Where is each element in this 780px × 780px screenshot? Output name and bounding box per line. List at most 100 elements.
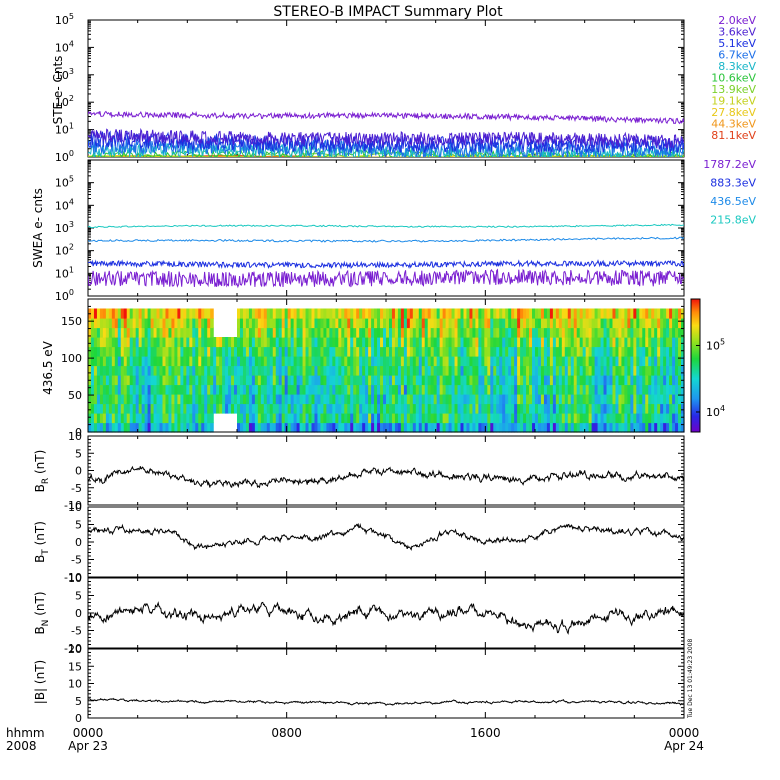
heatmap-cell <box>377 384 381 395</box>
heatmap-cell <box>472 394 476 405</box>
heatmap-cell <box>260 384 265 395</box>
heatmap-cell <box>192 413 196 424</box>
heatmap-cell <box>380 308 384 319</box>
heatmap-cell <box>111 394 116 405</box>
heatmap-cell <box>359 394 363 405</box>
swea-series-layer <box>88 223 684 289</box>
heatmap-cell <box>111 384 116 395</box>
heatmap-cell <box>412 394 417 405</box>
heatmap-cell <box>162 375 167 386</box>
heatmap-cell <box>505 394 509 405</box>
heatmap-cell <box>171 346 176 357</box>
heatmap-cell <box>558 422 563 433</box>
heatmap-cell <box>493 327 497 338</box>
heatmap-cell <box>248 403 253 414</box>
heatmap-cell <box>430 413 435 424</box>
heatmap-cell <box>111 327 116 338</box>
heatmap-cell <box>335 384 339 395</box>
heatmap-cell <box>263 327 268 338</box>
heatmap-cell <box>198 346 202 357</box>
heatmap-cell <box>90 308 95 319</box>
heatmap-cell <box>546 375 551 386</box>
ste-ytick-exp: 1 <box>69 122 74 131</box>
heatmap-cell <box>651 337 655 348</box>
heatmap-cell <box>356 346 360 357</box>
heatmap-cell <box>386 337 390 348</box>
heatmap-cell <box>248 337 253 348</box>
heatmap-cell <box>254 346 259 357</box>
heatmap-cell <box>245 356 250 367</box>
heatmap-cell <box>490 365 494 376</box>
heatmap-cell <box>245 403 250 414</box>
heatmap-cell <box>475 308 479 319</box>
heatmap-cell <box>576 413 581 424</box>
heatmap-cell <box>278 337 283 348</box>
heatmap-cell <box>269 384 274 395</box>
heatmap-cell <box>365 308 369 319</box>
heatmap-cell <box>242 308 247 319</box>
heatmap-cell <box>192 356 196 367</box>
heatmap-cell <box>549 318 554 329</box>
heatmap-cell <box>403 403 408 414</box>
heatmap-cell <box>168 327 173 338</box>
heatmap-cell <box>409 375 414 386</box>
heatmap-cell <box>266 356 271 367</box>
heatmap-cell <box>654 327 658 338</box>
heatmap-cell <box>394 375 399 386</box>
heatmap-cell <box>228 346 232 357</box>
heatmap-cell <box>186 308 190 319</box>
heatmap-cell <box>469 337 474 348</box>
x-tick-date-label: Apr 23 <box>68 739 108 753</box>
heatmap-cell <box>639 403 643 414</box>
heatmap-cell <box>600 375 605 386</box>
heatmap-cell <box>147 365 152 376</box>
heatmap-cell <box>514 308 518 319</box>
heatmap-cell <box>371 346 375 357</box>
heatmap-cell <box>144 327 149 338</box>
heatmap-cell <box>606 365 611 376</box>
heatmap-cell <box>609 365 614 376</box>
heatmap-cell <box>391 394 396 405</box>
heatmap-cell <box>96 413 101 424</box>
heatmap-cell <box>600 413 605 424</box>
heatmap-cell <box>260 422 265 433</box>
heatmap-cell <box>374 308 378 319</box>
heatmap-cell <box>251 327 256 338</box>
heatmap-cell <box>90 422 95 433</box>
heatmap-cell <box>228 384 232 395</box>
heatmap-cell <box>329 356 333 367</box>
heatmap-cell <box>93 346 98 357</box>
heatmap-cell <box>633 375 637 386</box>
heatmap-cell <box>198 384 202 395</box>
heatmap-cell <box>391 375 396 386</box>
heatmap-cell <box>526 365 530 376</box>
heatmap-cell <box>615 403 620 414</box>
heatmap-cell <box>263 356 268 367</box>
heatmap-cell <box>201 403 205 414</box>
heatmap-cell <box>415 394 420 405</box>
heatmap-cell <box>323 422 327 433</box>
heatmap-cell <box>612 413 617 424</box>
heatmap-cell <box>439 375 444 386</box>
heatmap-cell <box>242 318 247 329</box>
heatmap-cell <box>439 356 444 367</box>
heatmap-cell <box>210 394 214 405</box>
heatmap-cell <box>576 365 581 376</box>
heatmap-cell <box>338 365 342 376</box>
heatmap-cell <box>526 327 530 338</box>
heatmap-cell <box>430 375 435 386</box>
heatmap-cell <box>147 413 152 424</box>
heatmap-cell <box>475 346 479 357</box>
heatmap-cell <box>526 346 530 357</box>
heatmap-cell <box>561 318 566 329</box>
heatmap-cell <box>263 413 268 424</box>
heatmap-cell <box>293 356 298 367</box>
heatmap-cell <box>111 318 116 329</box>
heatmap-cell <box>633 356 637 367</box>
heatmap-cell <box>418 308 423 319</box>
heatmap-cell <box>254 308 259 319</box>
heatmap-cell <box>88 337 92 348</box>
heatmap-cell <box>368 413 372 424</box>
heatmap-cell <box>162 422 167 433</box>
